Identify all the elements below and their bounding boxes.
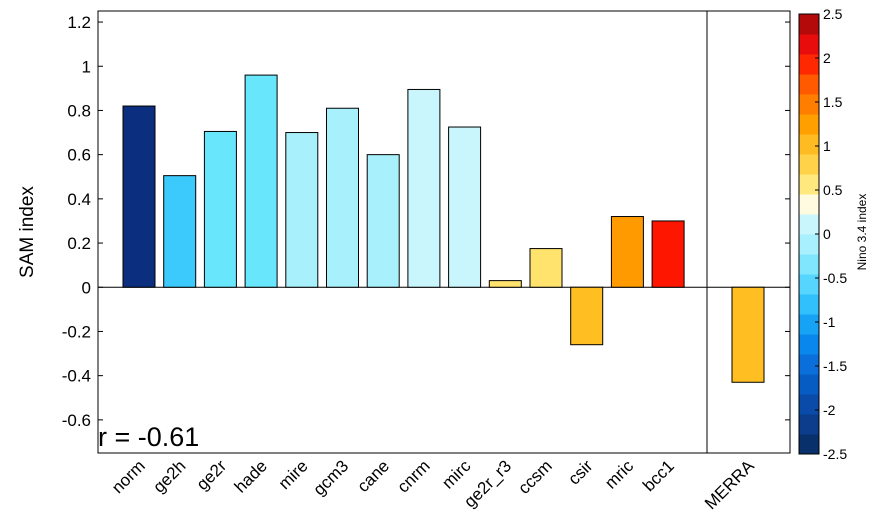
colorbar-segment bbox=[799, 294, 819, 315]
colorbar-segment bbox=[799, 114, 819, 135]
x-tick-label: mire bbox=[275, 456, 312, 493]
correlation-annotation: r = -0.61 bbox=[98, 422, 199, 452]
plot-frame bbox=[97, 10, 791, 454]
colorbar-segment bbox=[799, 14, 819, 35]
colorbar-tick-label: -2 bbox=[823, 402, 836, 418]
colorbar-tick-label: -1 bbox=[823, 314, 836, 330]
y-tick-label: 0.4 bbox=[67, 190, 91, 209]
y-tick-label: -0.4 bbox=[62, 367, 91, 386]
bar-ge2r_r3 bbox=[488, 280, 522, 288]
y-tick-label: -0.2 bbox=[62, 322, 91, 341]
bar-gcm3 bbox=[326, 107, 359, 288]
bar-ccsm bbox=[529, 248, 563, 288]
y-tick-label: 0.2 bbox=[67, 234, 91, 253]
colorbar-tick-label: -2.5 bbox=[823, 446, 847, 462]
bar-csir bbox=[570, 286, 604, 346]
colorbar-tick-label: 2.5 bbox=[823, 6, 843, 22]
x-tick-label: mirc bbox=[438, 456, 474, 492]
colorbar-segment bbox=[799, 154, 819, 175]
colorbar-segment bbox=[799, 194, 819, 215]
colorbar-tick-label: 0.5 bbox=[823, 182, 843, 198]
colorbar-tick-label: -0.5 bbox=[823, 270, 847, 286]
y-tick-label: -0.6 bbox=[62, 411, 91, 430]
colorbar-label: Nino 3.4 index bbox=[855, 194, 869, 271]
x-tick-label: norm bbox=[108, 456, 149, 497]
colorbar-segment bbox=[799, 434, 819, 455]
colorbar-segment bbox=[799, 134, 819, 155]
bar-cnrm bbox=[407, 88, 441, 288]
x-tick-label: MERRA bbox=[701, 456, 758, 513]
x-tick-label: ccsm bbox=[514, 456, 555, 497]
bar-MERRA bbox=[731, 286, 765, 383]
colorbar-segment bbox=[799, 314, 819, 335]
y-tick-label: 1 bbox=[82, 57, 91, 76]
bar-ge2r bbox=[203, 130, 237, 288]
colorbar-segment bbox=[799, 414, 819, 435]
bar-mire bbox=[285, 132, 319, 288]
colorbar-tick-label: 1.5 bbox=[823, 94, 843, 110]
bar-mirc bbox=[448, 126, 482, 288]
x-tick-label: csir bbox=[564, 456, 596, 488]
colorbar-segment bbox=[799, 374, 819, 395]
colorbar-segment bbox=[799, 334, 819, 355]
bar-ge2h bbox=[163, 175, 197, 288]
y-tick-label: 0.6 bbox=[67, 146, 91, 165]
x-tick-label: gcm3 bbox=[309, 456, 352, 499]
colorbar-segment bbox=[799, 34, 819, 55]
colorbar-tick-label: 2 bbox=[823, 50, 831, 66]
colorbar-tick-label: 0 bbox=[823, 226, 831, 242]
x-tick-label: bcc1 bbox=[639, 456, 678, 495]
bar-cane bbox=[366, 154, 400, 288]
colorbar-segment bbox=[799, 274, 819, 295]
colorbar: -2.5 -2 -1.5 -1 -0.5 0 0.5 1 1.5 2 2.5 bbox=[798, 6, 847, 462]
x-tick-label: hade bbox=[231, 456, 271, 496]
colorbar-segment bbox=[799, 54, 819, 75]
y-tick-label: 0 bbox=[82, 278, 91, 297]
colorbar-segment bbox=[799, 174, 819, 195]
x-tick-label: cane bbox=[354, 456, 394, 496]
colorbar-segment bbox=[799, 94, 819, 115]
bar-mric bbox=[610, 216, 644, 288]
x-tick-label: mric bbox=[601, 456, 637, 492]
x-tick-label: ge2h bbox=[149, 456, 189, 496]
bar-bcc1 bbox=[651, 220, 685, 288]
colorbar-segment bbox=[799, 394, 819, 415]
y-tick-label: 1.2 bbox=[67, 13, 91, 32]
bar-hade bbox=[244, 74, 278, 288]
colorbar-tick-label: 1 bbox=[823, 138, 831, 154]
colorbar-tick-label: -1.5 bbox=[823, 358, 847, 374]
colorbar-segment bbox=[799, 254, 819, 275]
colorbar-segment bbox=[799, 354, 819, 375]
x-tick-label: ge2r bbox=[193, 456, 231, 494]
colorbar-segment bbox=[799, 214, 819, 235]
colorbar-segment bbox=[799, 234, 819, 255]
bar-norm bbox=[122, 105, 156, 288]
x-tick-label: cnrm bbox=[394, 456, 434, 496]
colorbar-segment bbox=[799, 74, 819, 95]
y-tick-label: 0.8 bbox=[67, 101, 91, 120]
y-axis-label: SAM index bbox=[17, 186, 38, 278]
